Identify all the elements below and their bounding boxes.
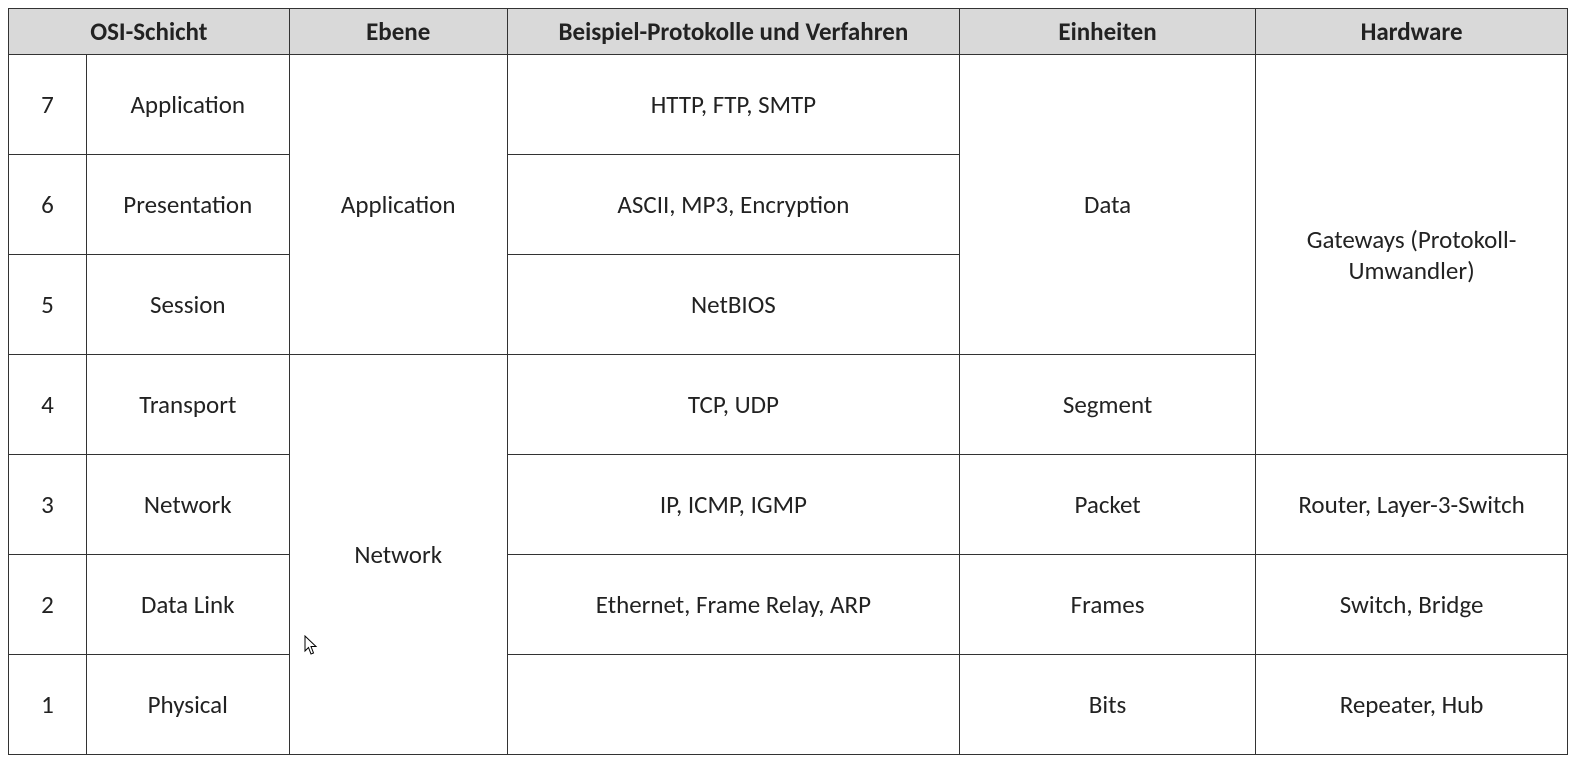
layer-name: Presentation — [86, 155, 289, 255]
protocols: HTTP, FTP, SMTP — [507, 55, 959, 155]
layer-name: Network — [86, 455, 289, 555]
protocols: Ethernet, Frame Relay, ARP — [507, 555, 959, 655]
protocols — [507, 655, 959, 755]
einheit: Bits — [959, 655, 1255, 755]
layer-name: Transport — [86, 355, 289, 455]
header-osi: OSI-Schicht — [9, 9, 290, 55]
table-row: 1 Physical Bits Repeater, Hub — [9, 655, 1568, 755]
table-row: 7 Application Application HTTP, FTP, SMT… — [9, 55, 1568, 155]
header-ebene: Ebene — [289, 9, 507, 55]
layer-number: 1 — [9, 655, 87, 755]
einheit: Segment — [959, 355, 1255, 455]
table-row: 2 Data Link Ethernet, Frame Relay, ARP F… — [9, 555, 1568, 655]
osi-table: OSI-Schicht Ebene Beispiel-Protokolle un… — [8, 8, 1568, 755]
einheit: Packet — [959, 455, 1255, 555]
layer-number: 2 — [9, 555, 87, 655]
hardware: Switch, Bridge — [1256, 555, 1568, 655]
header-hardware: Hardware — [1256, 9, 1568, 55]
header-protokolle: Beispiel-Protokolle und Verfahren — [507, 9, 959, 55]
protocols: TCP, UDP — [507, 355, 959, 455]
einheit-data: Data — [959, 55, 1255, 355]
ebene-application: Application — [289, 55, 507, 355]
layer-name: Physical — [86, 655, 289, 755]
table-row: 3 Network IP, ICMP, IGMP Packet Router, … — [9, 455, 1568, 555]
protocols: IP, ICMP, IGMP — [507, 455, 959, 555]
ebene-network: Network — [289, 355, 507, 755]
layer-name: Session — [86, 255, 289, 355]
layer-number: 4 — [9, 355, 87, 455]
layer-name: Application — [86, 55, 289, 155]
layer-number: 7 — [9, 55, 87, 155]
hardware: Router, Layer-3-Switch — [1256, 455, 1568, 555]
header-einheiten: Einheiten — [959, 9, 1255, 55]
header-row: OSI-Schicht Ebene Beispiel-Protokolle un… — [9, 9, 1568, 55]
layer-name: Data Link — [86, 555, 289, 655]
layer-number: 6 — [9, 155, 87, 255]
hardware-gateways: Gateways (Protokoll-Umwandler) — [1256, 55, 1568, 455]
layer-number: 3 — [9, 455, 87, 555]
einheit: Frames — [959, 555, 1255, 655]
hardware: Repeater, Hub — [1256, 655, 1568, 755]
layer-number: 5 — [9, 255, 87, 355]
protocols: ASCII, MP3, Encryption — [507, 155, 959, 255]
protocols: NetBIOS — [507, 255, 959, 355]
